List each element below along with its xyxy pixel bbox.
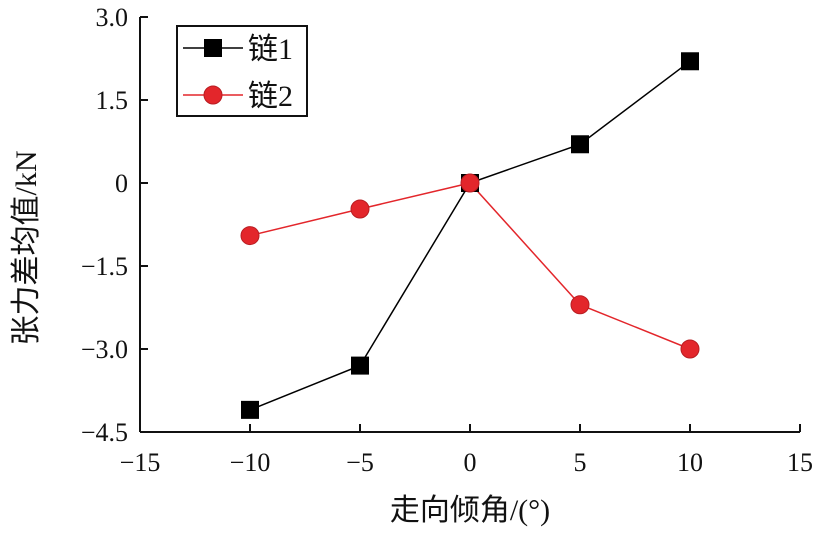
x-axis-title: 走向倾角/(°) xyxy=(390,494,550,527)
x-tick-label: −5 xyxy=(346,448,374,477)
x-tick-label: −10 xyxy=(230,448,271,477)
legend-label-series-1: 链1 xyxy=(248,33,293,66)
data-point-series-2 xyxy=(350,199,370,219)
data-point-series-2 xyxy=(460,173,480,193)
plot-area xyxy=(240,52,700,419)
legend-label-series-2: 链2 xyxy=(248,80,293,113)
data-point-series-1 xyxy=(681,52,699,71)
x-tick-label: 10 xyxy=(677,448,703,477)
y-tick-label: −1.5 xyxy=(81,252,128,281)
data-point-series-2 xyxy=(240,226,260,246)
y-tick-label: 3.0 xyxy=(96,3,129,32)
x-tick-label: −15 xyxy=(120,448,161,477)
x-tick-label: 15 xyxy=(787,448,813,477)
data-point-series-2 xyxy=(680,339,700,359)
legend: 链1 链2 xyxy=(176,25,308,117)
y-tick-label: 0 xyxy=(115,169,128,198)
x-tick-label: 0 xyxy=(464,448,477,477)
data-point-series-1 xyxy=(241,400,259,419)
series-line-1 xyxy=(249,60,691,411)
legend-marker-series-1 xyxy=(204,39,222,57)
y-tick-label: −3.0 xyxy=(81,335,128,364)
data-point-series-2 xyxy=(570,295,590,315)
y-tick-label: 1.5 xyxy=(96,86,129,115)
data-point-series-1 xyxy=(571,135,589,154)
x-ticks: −15 −10 −5 0 5 10 15 xyxy=(120,424,813,477)
y-axis-title: 张力差均值/kN xyxy=(10,151,43,346)
x-tick-label: 5 xyxy=(574,448,587,477)
legend-marker-series-2 xyxy=(203,85,223,105)
y-ticks: 3.0 1.5 0 −1.5 −3.0 −4.5 xyxy=(81,3,148,447)
data-point-series-1 xyxy=(351,356,369,375)
legend-box xyxy=(176,25,308,117)
y-tick-label: −4.5 xyxy=(81,418,128,447)
series-line-2 xyxy=(249,182,691,350)
